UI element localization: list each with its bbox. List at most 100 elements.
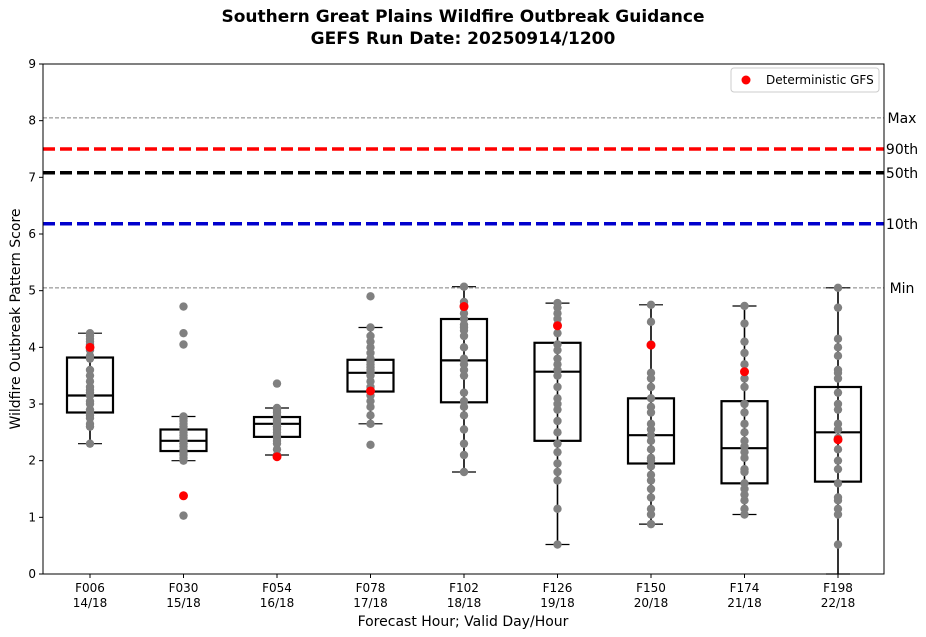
box-group [346, 292, 395, 449]
ensemble-member-point [553, 328, 562, 338]
ensemble-member-point [553, 459, 562, 468]
ensemble-member-point [646, 504, 656, 514]
ensemble-member-point [646, 484, 656, 494]
ensemble-member-point [459, 439, 469, 448]
x-tick-label-hour: F174 [730, 581, 760, 595]
ensemble-member-point [833, 493, 843, 502]
ensemble-member-point [646, 419, 656, 429]
ensemble-member-point [366, 331, 375, 341]
x-tick-label-valid: 14/18 [73, 596, 108, 610]
y-tick-label: 2 [28, 454, 36, 468]
deterministic-gfs-point [646, 340, 656, 350]
x-tick-label-valid: 20/18 [634, 596, 669, 610]
x-tick-label-valid: 16/18 [260, 596, 295, 610]
ensemble-member-point [366, 411, 375, 420]
plot-frame [42, 63, 885, 575]
deterministic-gfs-point [833, 435, 843, 445]
ensemble-member-point [553, 428, 562, 437]
ensemble-member-point [740, 504, 749, 514]
ensemble-member-point [740, 428, 749, 437]
x-axis-label: Forecast Hour; Valid Day/Hour [358, 614, 569, 630]
ensemble-member-point [553, 439, 562, 448]
chart-title-line2: GEFS Run Date: 20250914/1200 [311, 29, 616, 49]
ensemble-member-point [646, 519, 656, 529]
ensemble-member-point [833, 479, 843, 488]
ensemble-member-point [833, 303, 843, 312]
deterministic-gfs-point [740, 367, 749, 377]
ensemble-member-point [833, 540, 843, 549]
ensemble-member-point [740, 337, 749, 346]
ensemble-member-point [459, 425, 469, 434]
ensemble-member-point [740, 360, 749, 369]
x-tick-label-valid: 17/18 [353, 596, 388, 610]
y-tick-label: 4 [28, 340, 36, 354]
ensemble-member-point [459, 388, 469, 397]
ensemble-member-point [740, 408, 749, 417]
ensemble-member-point [459, 411, 469, 420]
ensemble-member-point [740, 382, 749, 392]
box-group [813, 283, 863, 575]
box-group [65, 328, 115, 448]
legend: Deterministic GFS [730, 67, 880, 93]
x-tick-label-valid: 21/18 [727, 596, 762, 610]
ensemble-member-point [366, 323, 375, 332]
ensemble-member-point [646, 493, 656, 502]
x-tick-label-hour: F030 [169, 581, 199, 595]
ensemble-member-point [833, 419, 843, 429]
x-tick-label-hour: F102 [449, 581, 479, 595]
reference-label-50th: 50th [886, 166, 918, 182]
ensemble-member-point [553, 540, 562, 549]
ensemble-member-point [646, 394, 656, 403]
ensemble-member-point [553, 340, 562, 349]
box-group [439, 282, 489, 477]
ensemble-member-point [553, 394, 562, 403]
legend-box [730, 67, 880, 93]
x-tick-label-valid: 18/18 [447, 596, 482, 610]
reference-label-max: Max [888, 111, 917, 127]
ensemble-member-point [740, 419, 749, 429]
x-tick-label-valid: 15/18 [166, 596, 201, 610]
ensemble-member-point [553, 504, 562, 514]
reference-label-90th: 90th [886, 142, 918, 158]
ensemble-member-point [833, 334, 843, 344]
ensemble-member-point [833, 504, 843, 514]
ensemble-member-point [553, 298, 562, 308]
ensemble-member-point [553, 354, 562, 363]
y-axis-label: Wildfire Outbreak Pattern Score [8, 208, 24, 429]
ensemble-member-point [740, 348, 749, 358]
ensemble-member-point [646, 300, 656, 310]
box-group [626, 300, 676, 529]
y-tick-label: 9 [28, 57, 36, 71]
ensemble-member-point [459, 450, 469, 460]
ensemble-member-point [272, 379, 282, 388]
box-group [533, 298, 582, 549]
ensemble-member-point [459, 343, 469, 352]
x-tick-label-valid: 22/18 [821, 596, 856, 610]
y-tick-label: 7 [28, 170, 36, 184]
box-group [252, 379, 302, 462]
y-tick-label: 3 [28, 397, 36, 411]
ensemble-member-point [833, 365, 843, 375]
box-group [720, 301, 769, 519]
ensemble-member-point [833, 283, 843, 293]
deterministic-gfs-point [459, 302, 469, 312]
ensemble-member-point [833, 343, 843, 352]
y-tick-label: 5 [28, 284, 36, 298]
x-tick-label-hour: F198 [823, 581, 853, 595]
ensemble-member-point [553, 447, 562, 457]
ensemble-member-point [553, 382, 562, 392]
legend-marker [741, 75, 751, 85]
ensemble-member-point [179, 302, 188, 311]
x-tick-label-hour: F054 [262, 581, 292, 595]
ensemble-member-point [740, 479, 749, 488]
ensemble-member-point [833, 388, 843, 397]
y-tick-label: 0 [28, 567, 36, 581]
y-tick-label: 6 [28, 227, 36, 241]
ensemble-member-point [833, 445, 843, 454]
ensemble-member-point [459, 467, 469, 477]
x-tick-label-hour: F006 [75, 581, 105, 595]
ensemble-member-point [646, 470, 656, 480]
ensemble-member-point [553, 467, 562, 477]
ensemble-member-point [740, 301, 749, 311]
